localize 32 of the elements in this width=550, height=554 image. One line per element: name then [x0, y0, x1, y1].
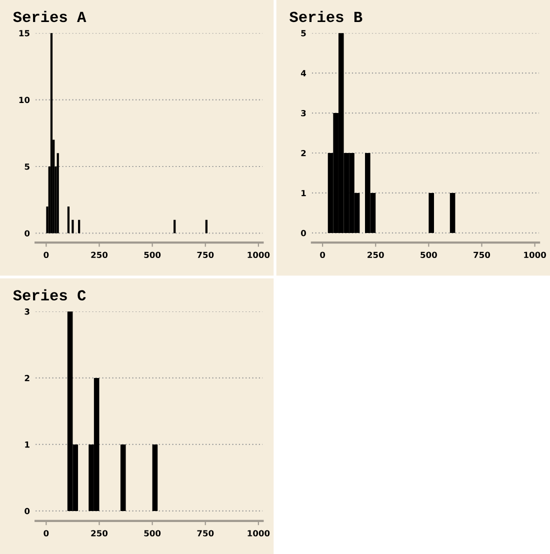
y-tick-label: 2 — [301, 150, 306, 156]
y-tick-label: 0 — [24, 508, 30, 514]
y-tick-label: 3 — [301, 110, 306, 116]
x-tick-label: 750 — [474, 252, 490, 258]
x-tick-label: 1000 — [524, 252, 546, 258]
x-tick-label: 750 — [197, 530, 214, 536]
x-tick-label: 0 — [320, 252, 326, 258]
x-tick-label: 250 — [368, 252, 384, 258]
chart-title: Series A — [13, 10, 86, 22]
y-tick-label: 4 — [300, 70, 306, 76]
y-tick-label: 0 — [24, 230, 30, 236]
x-tick-label: 1000 — [248, 252, 270, 258]
chart-title: Series B — [290, 10, 362, 22]
y-tick-label: 5 — [301, 30, 306, 36]
x-tick-label: 0 — [44, 530, 49, 536]
y-tick-label: 2 — [24, 374, 30, 382]
x-tick-label: 1000 — [248, 530, 270, 536]
y-tick-label: 0 — [300, 230, 306, 236]
x-tick-label: 500 — [144, 530, 161, 536]
y-tick-label: 5 — [24, 164, 30, 170]
chart-title: Series C — [13, 289, 86, 300]
x-tick-label: 250 — [91, 530, 108, 536]
y-tick-label: 10 — [19, 96, 30, 104]
x-tick-label: 0 — [44, 252, 49, 258]
y-tick-label: 1 — [25, 442, 30, 448]
x-tick-label: 250 — [91, 252, 108, 258]
y-tick-label: 3 — [24, 308, 30, 315]
x-tick-label: 750 — [197, 252, 214, 258]
y-tick-label: 15 — [19, 30, 30, 36]
x-tick-label: 500 — [420, 252, 437, 258]
y-tick-label: 1 — [302, 190, 306, 196]
x-tick-label: 500 — [144, 252, 161, 258]
